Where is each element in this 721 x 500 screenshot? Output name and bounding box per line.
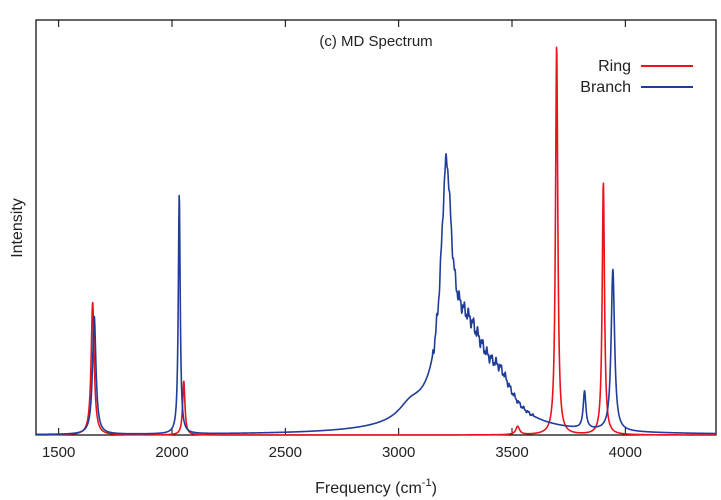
chart-title: (c) MD Spectrum <box>319 33 432 50</box>
legend-label-ring: Ring <box>598 58 631 75</box>
series-layer <box>35 46 717 436</box>
x-tick-label: 4000 <box>609 444 642 461</box>
y-axis-label: Intensity <box>9 198 26 258</box>
series-line-ring <box>35 46 717 436</box>
x-axis-label: Frequency (cm-1) <box>315 477 437 497</box>
series-line-branch <box>35 152 717 436</box>
x-tick-label: 1500 <box>42 444 75 461</box>
x-tick-label: 3000 <box>382 444 415 461</box>
x-tick-label: 2000 <box>155 444 188 461</box>
legend-label-branch: Branch <box>580 79 631 96</box>
legend: Ring Branch <box>580 58 693 96</box>
x-tick-label: 2500 <box>269 444 302 461</box>
x-axis-ticks: 1500 2000 2500 3000 3500 4000 <box>42 20 642 461</box>
x-tick-label: 3500 <box>495 444 528 461</box>
